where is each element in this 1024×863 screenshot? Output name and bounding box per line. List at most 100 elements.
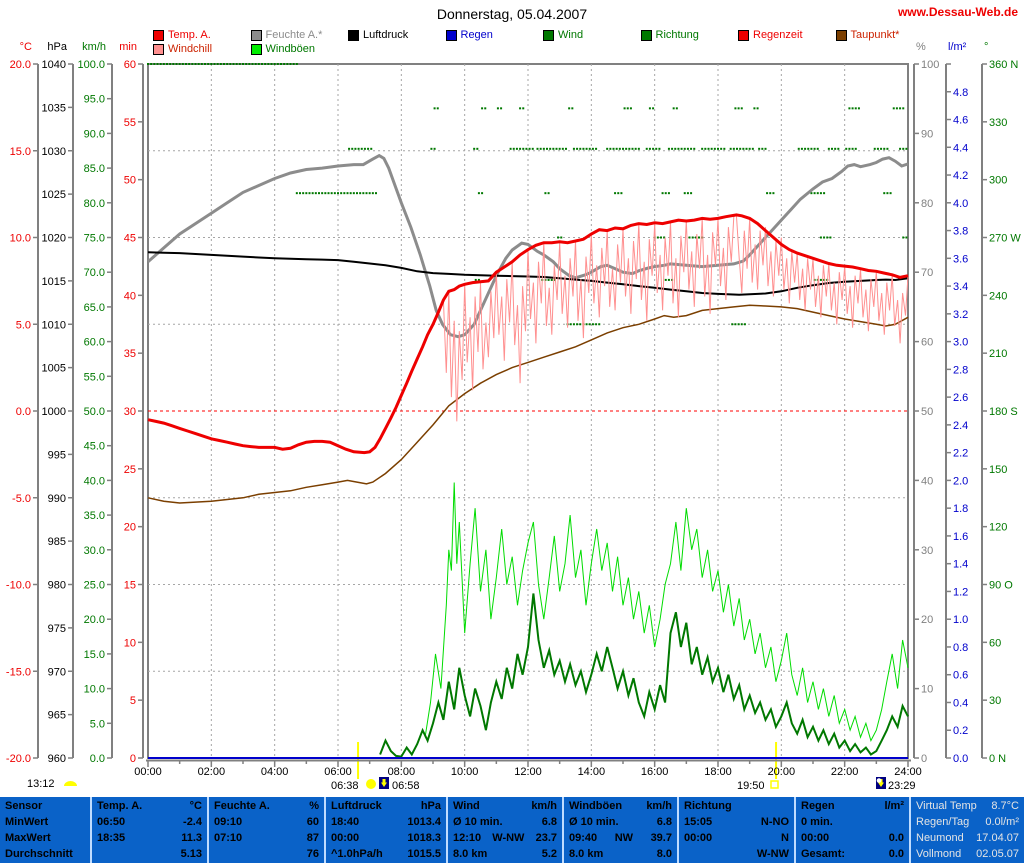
direction-dot (484, 107, 487, 110)
axis-tick-label: 995 (48, 449, 66, 461)
direction-dot (365, 192, 368, 195)
direction-dot (248, 63, 251, 65)
cell-label: Windböen (569, 800, 623, 812)
axis-tick-label: 55 (124, 117, 136, 129)
axis-tick-label: 1020 (42, 233, 66, 245)
axis-tick-label: 0.2 (953, 725, 968, 737)
axis-tick-label: 1.8 (953, 503, 968, 515)
direction-dot (737, 107, 740, 110)
axis-tick-label: 30 (124, 406, 136, 418)
axis-tick-label: 15.0 (10, 146, 31, 158)
cell-label: Richtung (684, 800, 732, 812)
cell-label: Feuchte A. (214, 800, 270, 812)
legend-item-windchill: Windchill (153, 43, 212, 55)
cell-label: 00:00 (801, 832, 830, 844)
legend-item-feuchtea: Feuchte A.* (250, 29, 323, 41)
direction-dot (181, 63, 184, 65)
direction-dot (311, 192, 314, 195)
direction-dot (572, 147, 575, 150)
legend-swatch (445, 29, 457, 41)
legend-item-taupunkt: Taupunkt* (835, 29, 900, 41)
axis-unit-label: ° (984, 41, 988, 53)
axis-tick-label: 35 (124, 348, 136, 360)
axis-unit-label: km/h (82, 41, 106, 53)
direction-dot (769, 192, 772, 195)
sunrise-time: 06:38 (331, 780, 359, 792)
time-label: 06:00 (324, 766, 352, 778)
axis-tick-label: 90 O (989, 580, 1013, 592)
legend-item-windben: Windböen (250, 43, 315, 55)
table-cell-temp-r0: Temp. A. °C (92, 798, 207, 814)
direction-dot (330, 192, 333, 195)
direction-dot (539, 147, 542, 150)
cell-value: 6.8 (541, 816, 557, 828)
direction-dot (571, 107, 574, 110)
direction-dot (895, 107, 898, 110)
legend-item-regen: Regen (445, 29, 493, 41)
table-cell-astro-r0: Virtual Temp 8.7°C (911, 798, 1024, 814)
axis-tick-label: 1.4 (953, 559, 968, 571)
direction-dot (694, 236, 697, 239)
direction-dot (359, 192, 362, 195)
axis-tick-label: 45.0 (84, 441, 105, 453)
table-cell-wind-r2: 12:10 W-NW 23.7 (448, 830, 562, 846)
direction-dot (595, 147, 598, 150)
direction-dot (674, 147, 677, 150)
direction-dot (902, 236, 905, 239)
direction-dot (232, 63, 235, 65)
direction-dot (223, 63, 225, 65)
axis-tick-label: 80.0 (84, 198, 105, 210)
direction-dot (620, 192, 623, 195)
site-link[interactable]: www.Dessau-Web.de (897, 5, 1018, 19)
direction-dot (905, 236, 908, 239)
direction-dot (204, 63, 206, 65)
direction-dot (819, 236, 822, 239)
cell-label: 18:40 (331, 816, 360, 828)
series-windboen (424, 482, 909, 742)
axis-tick-label: 150 (989, 464, 1007, 476)
axis-tick-label: 15.0 (84, 649, 105, 661)
direction-dot (367, 147, 370, 150)
direction-dot (800, 147, 803, 150)
axis-tick-label: 40.0 (84, 475, 105, 487)
direction-dot (555, 147, 558, 150)
direction-dot (837, 147, 840, 150)
direction-dot (753, 107, 756, 110)
direction-dot (500, 107, 503, 110)
axis-tick-label: 40 (921, 475, 933, 487)
axis-tick-label: 5 (130, 695, 136, 707)
legend-swatch (640, 29, 652, 41)
legend-label: Taupunkt* (850, 29, 900, 41)
weather-chart: 20.0 15.0 10.0 5.0 0.0 -5.0 -10.0 -15.0 -20.0 °C 1… (6, 41, 1021, 792)
direction-dot (292, 63, 295, 65)
direction-dot (159, 63, 162, 65)
axis-unit-label: % (916, 41, 926, 53)
cell-value: 6.8 (656, 816, 672, 828)
direction-dot (430, 147, 433, 150)
cell-value: 87 (306, 832, 319, 844)
direction-dot (474, 278, 477, 281)
axis-tick-label: 40 (124, 290, 136, 302)
direction-dot (883, 147, 886, 150)
direction-dot (857, 107, 860, 110)
series-wind (379, 593, 909, 758)
direction-dot (308, 192, 311, 195)
direction-dot (807, 147, 810, 150)
direction-dot (813, 192, 816, 195)
axis-tick-label: 60 (989, 637, 1001, 649)
series-taupunkt (147, 304, 909, 504)
direction-dot (683, 192, 686, 195)
table-cell-wind-r3: 8.0 km 5.2 (448, 846, 562, 862)
cell-value: hPa (420, 800, 441, 812)
direction-dot (756, 107, 759, 110)
legend-label: Feuchte A.* (265, 29, 323, 41)
direction-dot (797, 147, 800, 150)
cell-value: 1013.4 (407, 816, 441, 828)
axis-tick-label: 75.0 (84, 233, 105, 245)
table-col-wind: Wind km/h Ø 10 min. 6.8 12:10 W-NW 23.7 8.0 km 5… (446, 797, 562, 863)
direction-dot (736, 147, 738, 150)
axis-tick-label: 30.0 (84, 545, 105, 557)
direction-dot (153, 63, 156, 65)
direction-dot (254, 63, 257, 65)
axis-tick-label: 120 (989, 522, 1007, 534)
